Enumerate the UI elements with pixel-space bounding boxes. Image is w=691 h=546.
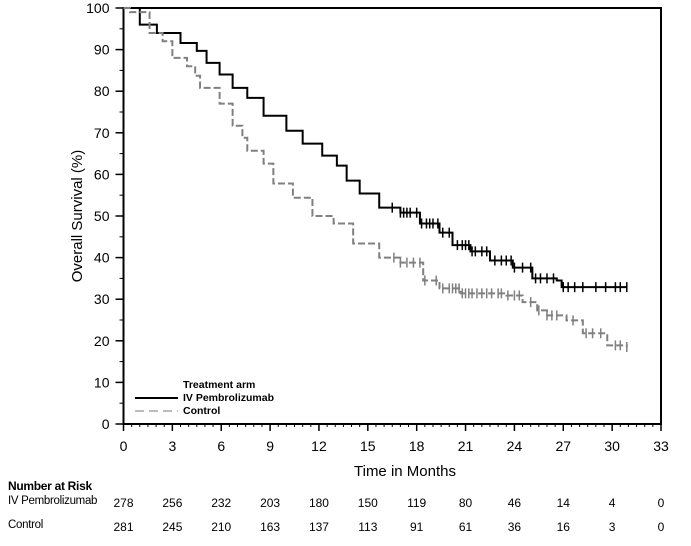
risk-cell: 46 bbox=[507, 496, 522, 510]
x-axis-title: Time in Months bbox=[354, 463, 456, 480]
risk-cell: 16 bbox=[556, 520, 570, 534]
risk-cell: 150 bbox=[357, 496, 378, 510]
y-tick-label: 60 bbox=[94, 166, 110, 182]
risk-cell: 278 bbox=[113, 496, 134, 510]
y-axis-title: Overall Survival (%) bbox=[69, 150, 86, 283]
risk-cell: 91 bbox=[409, 520, 424, 534]
risk-cell: 256 bbox=[162, 496, 183, 510]
risk-cell: 137 bbox=[308, 520, 329, 534]
risk-cell: 163 bbox=[260, 520, 281, 534]
x-tick-label: 6 bbox=[217, 438, 225, 454]
risk-row-label-pembrolizumab: IV Pembrolizumab bbox=[8, 495, 98, 507]
y-tick-label: 100 bbox=[86, 0, 110, 16]
risk-cell: 0 bbox=[657, 496, 665, 510]
x-tick-label: 0 bbox=[120, 438, 128, 454]
risk-table-title: Number at Risk bbox=[8, 479, 92, 493]
legend-title: Treatment arm bbox=[183, 379, 255, 391]
x-tick-label: 33 bbox=[653, 438, 669, 454]
x-tick-label: 15 bbox=[360, 438, 376, 454]
risk-cell: 210 bbox=[211, 520, 232, 534]
risk-cell: 119 bbox=[407, 496, 427, 510]
y-tick-label: 70 bbox=[94, 125, 110, 141]
risk-cell: 3 bbox=[608, 520, 616, 534]
risk-cell: 232 bbox=[211, 496, 232, 510]
y-tick-label: 50 bbox=[94, 208, 110, 224]
x-tick-label: 12 bbox=[311, 438, 327, 454]
survival-curves bbox=[123, 7, 628, 353]
y-tick-label: 80 bbox=[94, 83, 110, 99]
survival-curve-pembrolizumab bbox=[123, 7, 627, 289]
y-tick-label: 20 bbox=[94, 333, 110, 349]
risk-cell: 113 bbox=[358, 520, 378, 534]
y-tick-label: 30 bbox=[94, 291, 110, 307]
survival-curve-control bbox=[123, 7, 628, 348]
risk-cell: 36 bbox=[507, 520, 522, 534]
x-tick-label: 30 bbox=[604, 438, 620, 454]
risk-cell: 80 bbox=[458, 496, 473, 510]
x-tick-label: 24 bbox=[507, 438, 523, 454]
x-tick-label: 18 bbox=[409, 438, 425, 454]
risk-row-label-control: Control bbox=[8, 519, 43, 531]
y-tick-label: 40 bbox=[94, 250, 110, 266]
risk-cell: 4 bbox=[608, 496, 616, 510]
risk-cell: 0 bbox=[657, 520, 665, 534]
legend-label-control: Control bbox=[183, 405, 220, 417]
axes: 0 3 6 9 12 15 18 21 24 27 30 33 0 10 20 30 40 50 60 70 80 90 1… bbox=[86, 0, 669, 454]
x-tick-label: 21 bbox=[458, 438, 474, 454]
plot-frame bbox=[122, 7, 662, 425]
risk-cell: 61 bbox=[458, 520, 473, 534]
risk-cell: 14 bbox=[556, 496, 570, 510]
risk-cell: 245 bbox=[162, 520, 183, 534]
risk-cell: 180 bbox=[308, 496, 329, 510]
legend: Treatment arm IV Pembrolizumab Control bbox=[135, 379, 274, 417]
x-tick-label: 3 bbox=[168, 438, 176, 454]
y-tick-label: 10 bbox=[94, 374, 110, 390]
x-tick-label: 27 bbox=[555, 438, 571, 454]
y-tick-label: 90 bbox=[94, 42, 110, 58]
x-tick-label: 9 bbox=[266, 438, 274, 454]
risk-cell: 203 bbox=[260, 496, 281, 510]
y-tick-label: 0 bbox=[102, 416, 110, 432]
legend-label-pembrolizumab: IV Pembrolizumab bbox=[183, 392, 274, 404]
risk-cell: 281 bbox=[113, 520, 134, 534]
